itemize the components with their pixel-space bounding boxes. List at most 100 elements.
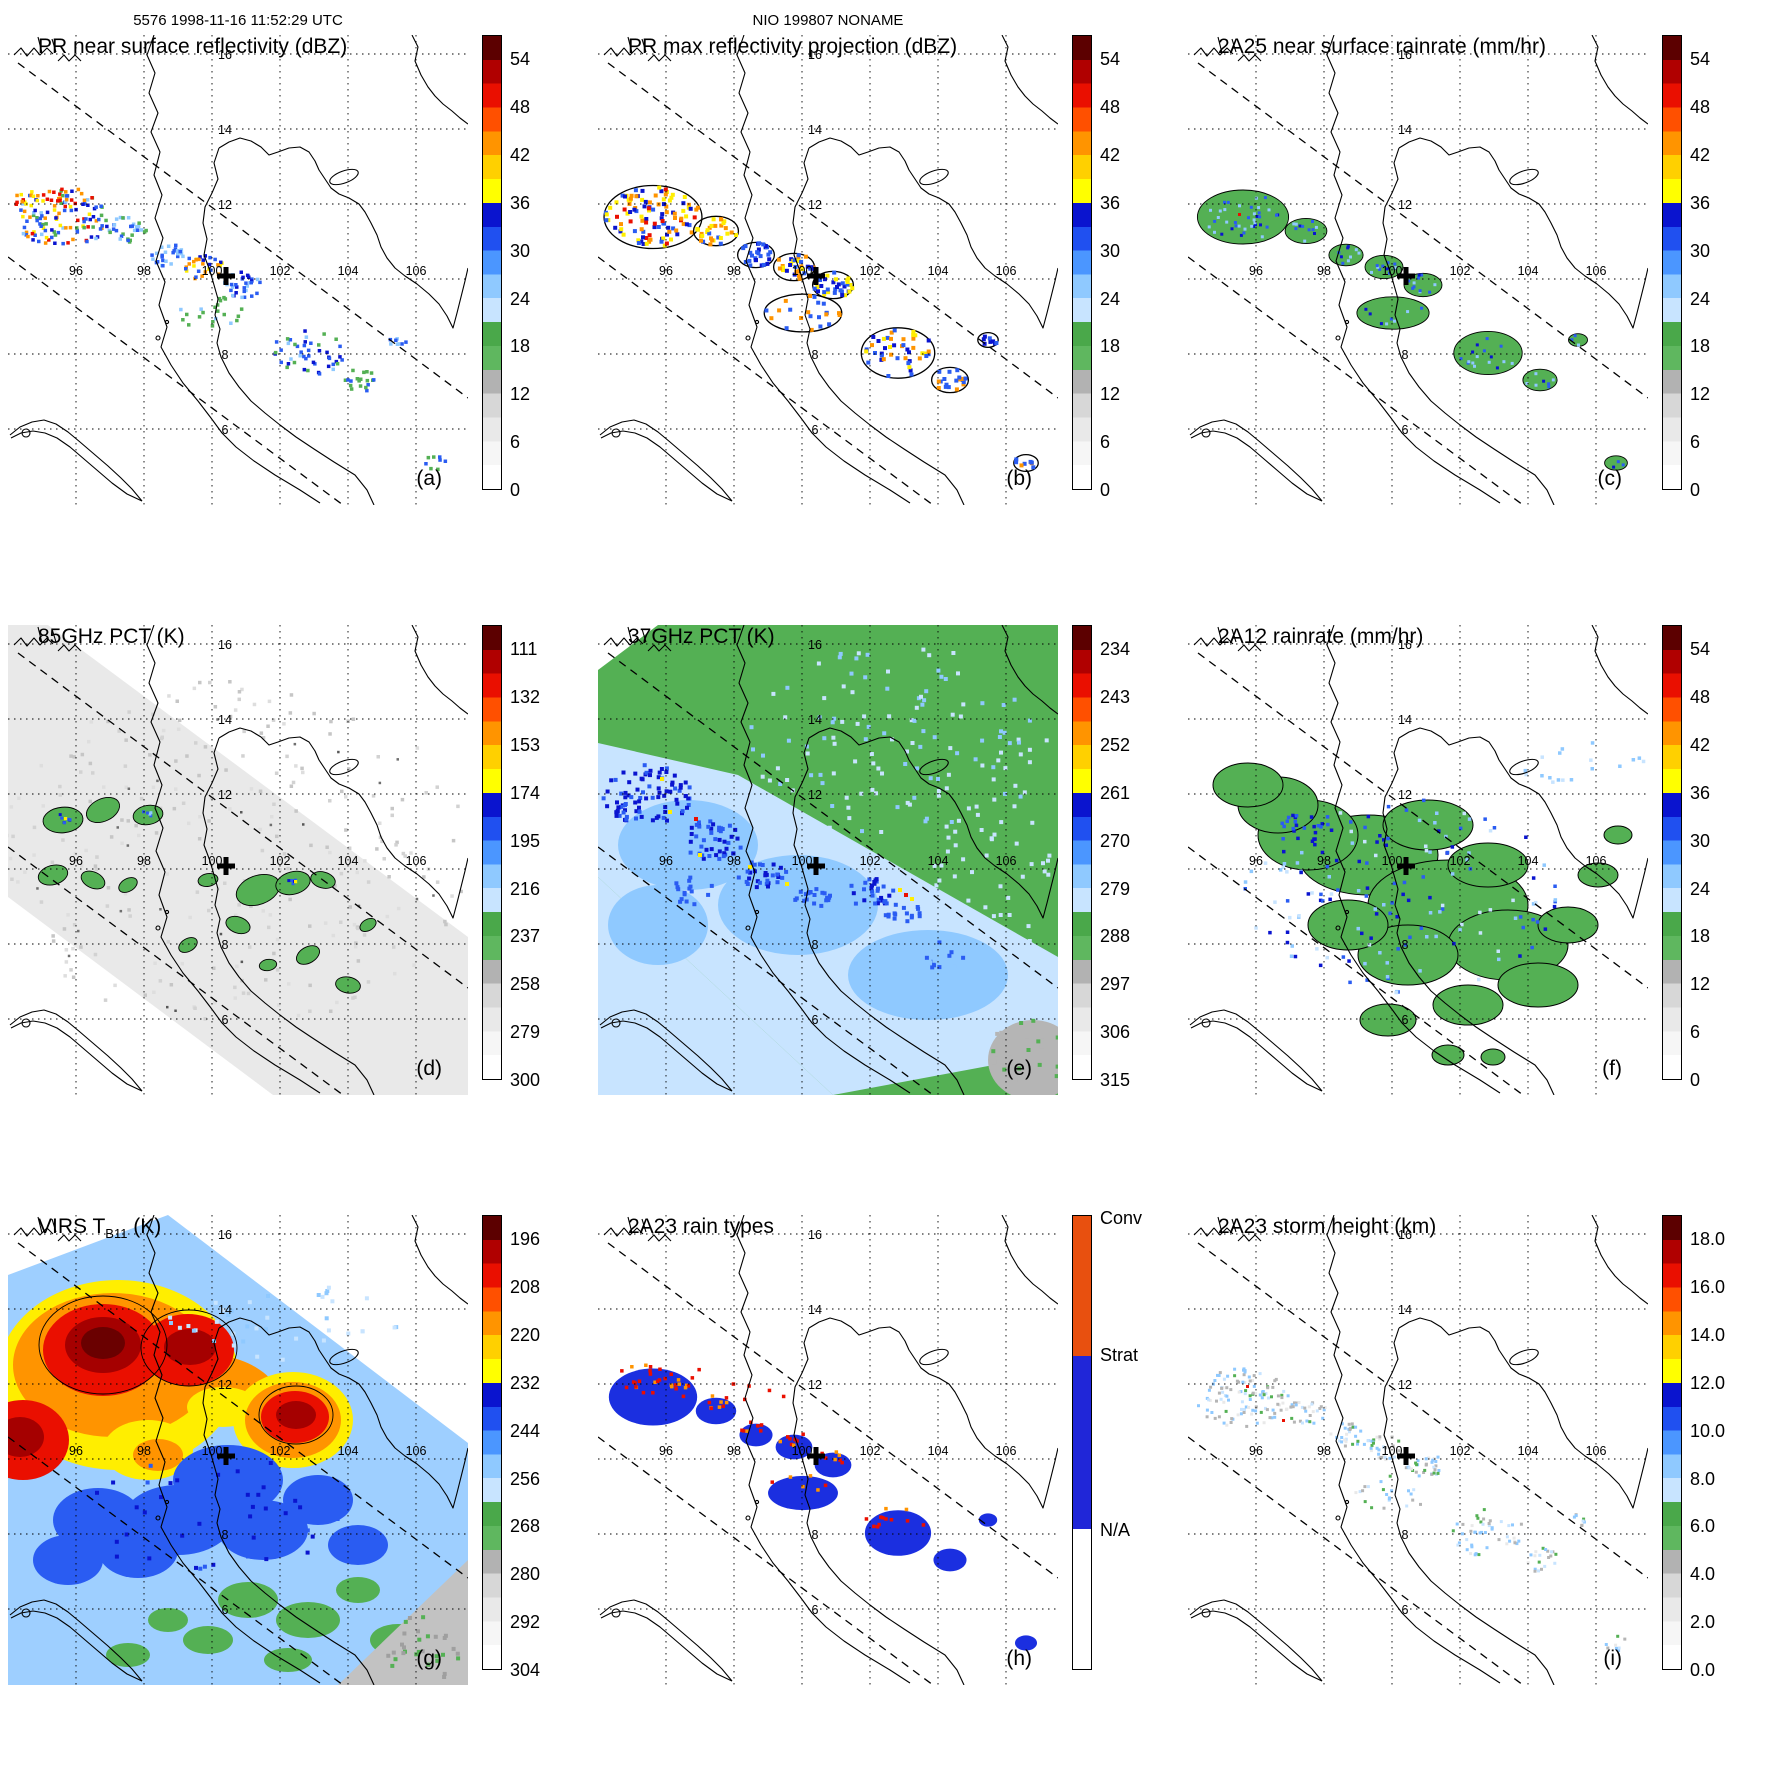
data-field xyxy=(1197,1367,1627,1652)
map-h: 96 98 100 102 104 106 16 14 12 8 6 xyxy=(598,1215,1058,1685)
coastline xyxy=(1189,35,1648,505)
svg-text:96: 96 xyxy=(1249,264,1263,278)
colorbar-labels-d: 111 132 153 174 195 216 237 258 279 300 xyxy=(510,625,582,1089)
svg-text:16: 16 xyxy=(218,638,232,652)
colorbar-tick-label: 4.0 xyxy=(1690,1564,1716,1584)
svg-text:16: 16 xyxy=(218,48,232,62)
svg-text:96: 96 xyxy=(659,264,673,278)
svg-text:106: 106 xyxy=(406,264,427,278)
panel-title-f: 2A12 rainrate (mm/hr) xyxy=(1218,625,1423,649)
map-f: 96 98 100 102 104 106 16 14 12 8 6 xyxy=(1188,625,1648,1095)
colorbar-tick-label: 270 xyxy=(1100,831,1131,851)
colorbar-tick-label: 6 xyxy=(1690,1022,1701,1042)
svg-text:104: 104 xyxy=(1518,854,1539,868)
svg-text:98: 98 xyxy=(1317,264,1331,278)
colorbar-tick-label: 306 xyxy=(1100,1022,1131,1042)
raintype-label: Strat xyxy=(1100,1345,1139,1365)
svg-text:14: 14 xyxy=(218,123,232,137)
svg-text:6: 6 xyxy=(222,1013,229,1027)
svg-text:12: 12 xyxy=(218,198,232,212)
svg-text:14: 14 xyxy=(1398,1303,1412,1317)
graticule xyxy=(8,625,468,1095)
colorbar-tick-label: 48 xyxy=(1690,687,1711,707)
svg-text:16: 16 xyxy=(808,1228,822,1242)
panel-letter-e: (e) xyxy=(1006,1057,1032,1080)
panel-title-text: 85GHz PCT (K) xyxy=(38,625,185,648)
panel-letter-g: (g) xyxy=(416,1647,442,1670)
svg-text:8: 8 xyxy=(812,1528,819,1542)
svg-text:16: 16 xyxy=(218,1228,232,1242)
colorbar-tick-label: 243 xyxy=(1100,687,1131,707)
svg-text:8: 8 xyxy=(1402,938,1409,952)
colorbar-tick-label: 258 xyxy=(510,974,541,994)
panel-title-text: 2A23 storm height (km) xyxy=(1218,1215,1437,1238)
svg-text:102: 102 xyxy=(1450,264,1471,278)
map-i: 96 98 100 102 104 106 16 14 12 8 6 xyxy=(1188,1215,1648,1685)
svg-text:106: 106 xyxy=(1586,264,1607,278)
svg-text:102: 102 xyxy=(860,1444,881,1458)
colorbar-tick-label: 261 xyxy=(1100,783,1131,803)
graticule xyxy=(598,625,1058,1095)
map-area-h: 96 98 100 102 104 106 16 14 12 8 6 2A23 rain types (… xyxy=(598,1215,1058,1685)
storm-marker-icon xyxy=(217,267,235,285)
svg-text:6: 6 xyxy=(812,423,819,437)
panel-title-i: 2A23 storm height (km) xyxy=(1218,1215,1436,1239)
colorbar-tick-label: 297 xyxy=(1100,974,1131,994)
panel-c: 96 98 100 102 104 106 16 14 12 8 6 2A25 near surfac… xyxy=(1180,0,1770,590)
svg-text:14: 14 xyxy=(1398,713,1412,727)
colorbar-tick-label: 174 xyxy=(510,783,541,803)
colorbar-tick-label: 315 xyxy=(1100,1070,1131,1090)
data-field xyxy=(603,184,1039,473)
swath-edge-lines xyxy=(598,62,1058,505)
colorbar-tick-label: 6 xyxy=(1100,432,1111,452)
colorbar-tick-label: 153 xyxy=(510,735,541,755)
graticule xyxy=(1188,1215,1648,1685)
svg-text:14: 14 xyxy=(218,713,232,727)
graticule-labels: 96 98 100 102 104 106 16 14 12 8 6 xyxy=(659,638,1016,1027)
panel-b: NIO 199807 NONAME 96 98 100 102 104 106 16 14 12 8… xyxy=(590,0,1180,590)
svg-text:100: 100 xyxy=(1382,854,1403,868)
colorbar-labels-i: 18.0 16.0 14.0 12.0 10.0 8.0 6.0 4.0 2.0 0.0 xyxy=(1690,1215,1762,1679)
data-field xyxy=(608,1363,1038,1651)
graticule-labels: 96 98 100 102 104 106 16 14 12 8 6 xyxy=(1249,1228,1606,1617)
colorbar-tick-label: 237 xyxy=(510,926,541,946)
svg-text:102: 102 xyxy=(270,264,291,278)
svg-text:12: 12 xyxy=(218,788,232,802)
storm-marker-icon xyxy=(807,267,825,285)
colorbar-tick-label: 208 xyxy=(510,1277,541,1297)
panel-letter-a: (a) xyxy=(416,467,442,490)
graticule-labels: 96 98 100 102 104 106 16 14 12 8 6 xyxy=(1249,48,1606,437)
raintype-segment-2 xyxy=(1073,1529,1091,1669)
svg-text:14: 14 xyxy=(808,713,822,727)
colorbar-tick-label: 30 xyxy=(1690,831,1711,851)
colorbar-tick-label: 0 xyxy=(1690,1070,1701,1090)
panel-title-text: 2A25 near surface rainrate (mm/hr) xyxy=(1218,35,1546,58)
svg-text:98: 98 xyxy=(137,854,151,868)
coastline xyxy=(1189,1215,1648,1685)
svg-text:106: 106 xyxy=(996,854,1017,868)
svg-text:8: 8 xyxy=(812,348,819,362)
graticule-labels: 96 98 100 102 104 106 16 14 12 8 6 xyxy=(1249,638,1606,1027)
panel-title-tail: (K) xyxy=(127,1215,162,1238)
svg-text:98: 98 xyxy=(1317,854,1331,868)
panel-letter-h: (h) xyxy=(1006,1647,1032,1670)
data-field xyxy=(14,187,448,472)
svg-text:6: 6 xyxy=(222,423,229,437)
svg-text:100: 100 xyxy=(792,1444,813,1458)
map-area-g: 96 98 100 102 104 106 16 14 12 8 6 VIRS TB11 (K) (g) xyxy=(8,1215,468,1685)
svg-text:106: 106 xyxy=(406,1444,427,1458)
map-e: 96 98 100 102 104 106 16 14 12 8 6 xyxy=(598,625,1058,1095)
panel-title-g: VIRS TB11 (K) xyxy=(38,1215,161,1241)
colorbar-tick-label: 0.0 xyxy=(1690,1660,1716,1680)
colorbar-e xyxy=(1072,625,1092,1080)
svg-text:6: 6 xyxy=(222,1603,229,1617)
storm-marker-icon xyxy=(807,1447,825,1465)
svg-text:104: 104 xyxy=(928,854,949,868)
panel-e: 96 98 100 102 104 106 16 14 12 8 6 37GHz PCT (K) (e)… xyxy=(590,590,1180,1180)
svg-text:8: 8 xyxy=(1402,1528,1409,1542)
coastline xyxy=(9,35,468,505)
svg-text:96: 96 xyxy=(69,1444,83,1458)
svg-text:104: 104 xyxy=(338,264,359,278)
colorbar-a xyxy=(482,35,502,490)
panel-letter-d: (d) xyxy=(416,1057,442,1080)
